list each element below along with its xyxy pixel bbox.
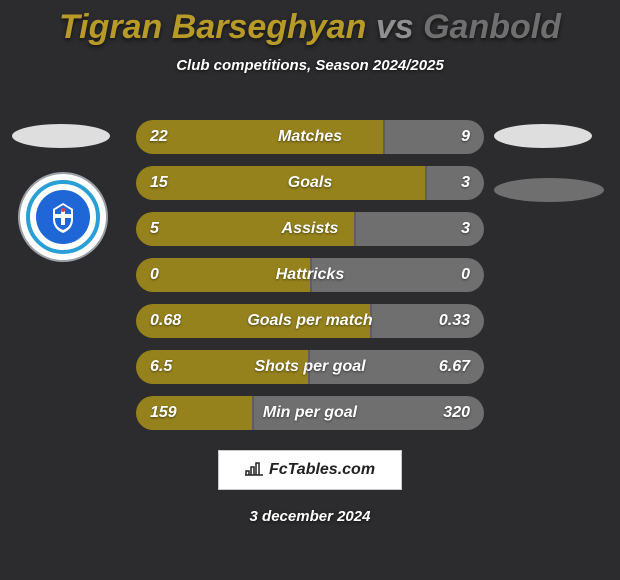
shield-icon <box>43 197 83 237</box>
club-logo-inner <box>36 190 90 244</box>
stat-label: Hattricks <box>136 258 484 292</box>
stat-label: Min per goal <box>136 396 484 430</box>
player1-name: Tigran Barseghyan <box>59 8 366 46</box>
club-logo-outer <box>18 172 108 262</box>
logo-shadow-right-1 <box>494 124 592 148</box>
stat-label: Matches <box>136 120 484 154</box>
stat-bar: 53Assists <box>136 212 484 246</box>
stat-bar: 159320Min per goal <box>136 396 484 430</box>
logo-shadow-right-2 <box>494 178 604 202</box>
stat-label: Assists <box>136 212 484 246</box>
club-logo-ring <box>26 180 100 254</box>
stat-bar: 00Hattricks <box>136 258 484 292</box>
generation-date: 3 december 2024 <box>0 508 620 525</box>
stat-label: Goals per match <box>136 304 484 338</box>
player2-name: Ganbold <box>423 8 561 46</box>
stat-bar: 0.680.33Goals per match <box>136 304 484 338</box>
club-logo-left <box>18 172 108 262</box>
chart-icon <box>245 460 263 481</box>
badge-text: FcTables.com <box>269 461 375 479</box>
source-badge[interactable]: FcTables.com <box>218 450 402 490</box>
stat-label: Goals <box>136 166 484 200</box>
stat-bar: 229Matches <box>136 120 484 154</box>
stat-bar: 153Goals <box>136 166 484 200</box>
stat-label: Shots per goal <box>136 350 484 384</box>
comparison-title: Tigran Barseghyan vs Ganbold <box>0 0 620 47</box>
stat-bar: 6.56.67Shots per goal <box>136 350 484 384</box>
vs-text: vs <box>376 8 414 46</box>
stat-bars-container: 229Matches 153Goals 53Assists 00Hattricks 0.… <box>136 120 484 442</box>
comparison-subtitle: Club competitions, Season 2024/2025 <box>0 57 620 74</box>
logo-shadow-left <box>12 124 110 148</box>
